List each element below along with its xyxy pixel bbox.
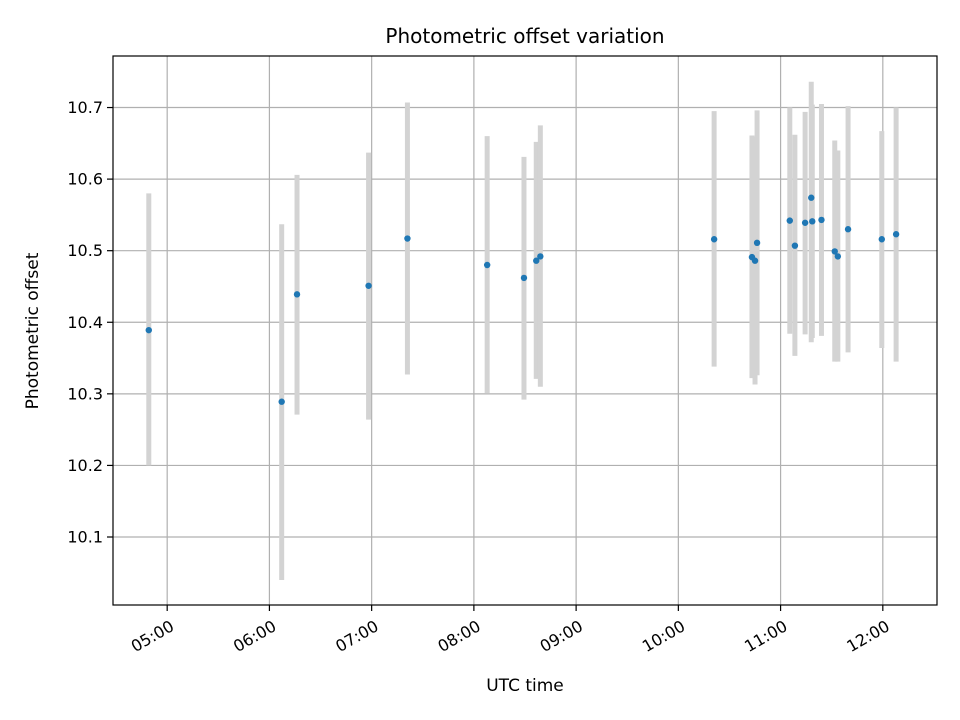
data-point xyxy=(483,261,491,269)
data-point xyxy=(878,236,885,243)
y-tick-label: 10.3 xyxy=(67,384,103,403)
data-point xyxy=(753,239,761,247)
data-point xyxy=(892,231,900,238)
data-point xyxy=(808,194,815,201)
data-point xyxy=(278,398,285,405)
data-point xyxy=(818,216,825,224)
chart-title: Photometric offset variation xyxy=(385,24,664,48)
data-point xyxy=(293,291,301,298)
data-point xyxy=(791,242,799,249)
point-layer xyxy=(145,194,900,405)
y-tick-label: 10.1 xyxy=(67,528,103,547)
data-point xyxy=(834,253,842,260)
data-point xyxy=(404,235,411,242)
data-point xyxy=(809,218,816,225)
data-point xyxy=(801,219,809,226)
data-point xyxy=(365,282,372,289)
data-point xyxy=(710,236,718,243)
y-tick-label: 10.7 xyxy=(67,98,103,117)
plot-frame xyxy=(112,55,938,606)
data-point xyxy=(844,226,852,233)
data-point xyxy=(751,257,759,264)
x-axis-label: UTC time xyxy=(486,676,564,696)
y-tick-label: 10.4 xyxy=(67,313,103,332)
data-point xyxy=(533,257,540,264)
y-axis-label: Photometric offset xyxy=(23,252,43,409)
data-point xyxy=(520,274,528,282)
data-point xyxy=(537,253,544,260)
y-tick-label: 10.2 xyxy=(67,456,103,475)
data-point xyxy=(831,248,838,255)
data-point xyxy=(145,326,152,334)
data-point xyxy=(786,217,793,224)
y-tick-label: 10.5 xyxy=(67,241,103,260)
y-tick-label: 10.6 xyxy=(67,170,103,189)
